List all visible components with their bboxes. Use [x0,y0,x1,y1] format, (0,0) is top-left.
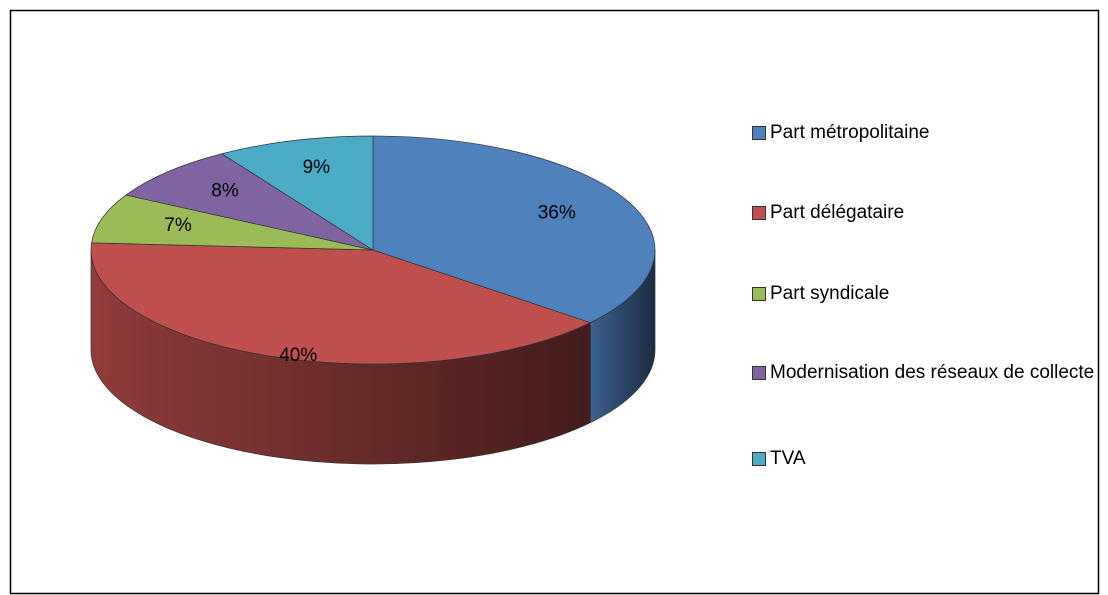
legend-swatch [752,366,766,380]
legend-label: TVA [770,448,806,469]
data-label: 40% [279,345,317,366]
pie-slice [91,194,374,251]
legend-item: Modernisation des réseaux de collecte [752,360,1100,385]
legend-item: TVA [752,446,1100,471]
legend-swatch [752,452,766,466]
pie-slice [221,135,374,251]
legend-item: Part métropolitaine [752,120,1100,145]
pie-slice [125,153,374,251]
legend-label: Part délégataire [770,202,905,223]
data-label: 8% [211,180,239,201]
pie-slice [372,135,656,324]
legend-label: Part métropolitaine [770,122,930,143]
legend-swatch [752,126,766,140]
pie-slice [90,242,592,365]
legend-item: Part délégataire [752,200,1100,225]
legend-swatch [752,206,766,220]
legend-swatch [752,287,766,301]
data-label: 36% [538,203,576,224]
legend-label: Part syndicale [770,283,890,304]
data-label: 7% [164,215,192,236]
data-label: 9% [303,157,331,178]
legend-item: Part syndicale [752,281,1100,306]
legend-label: Modernisation des réseaux de collecte [770,362,1095,383]
